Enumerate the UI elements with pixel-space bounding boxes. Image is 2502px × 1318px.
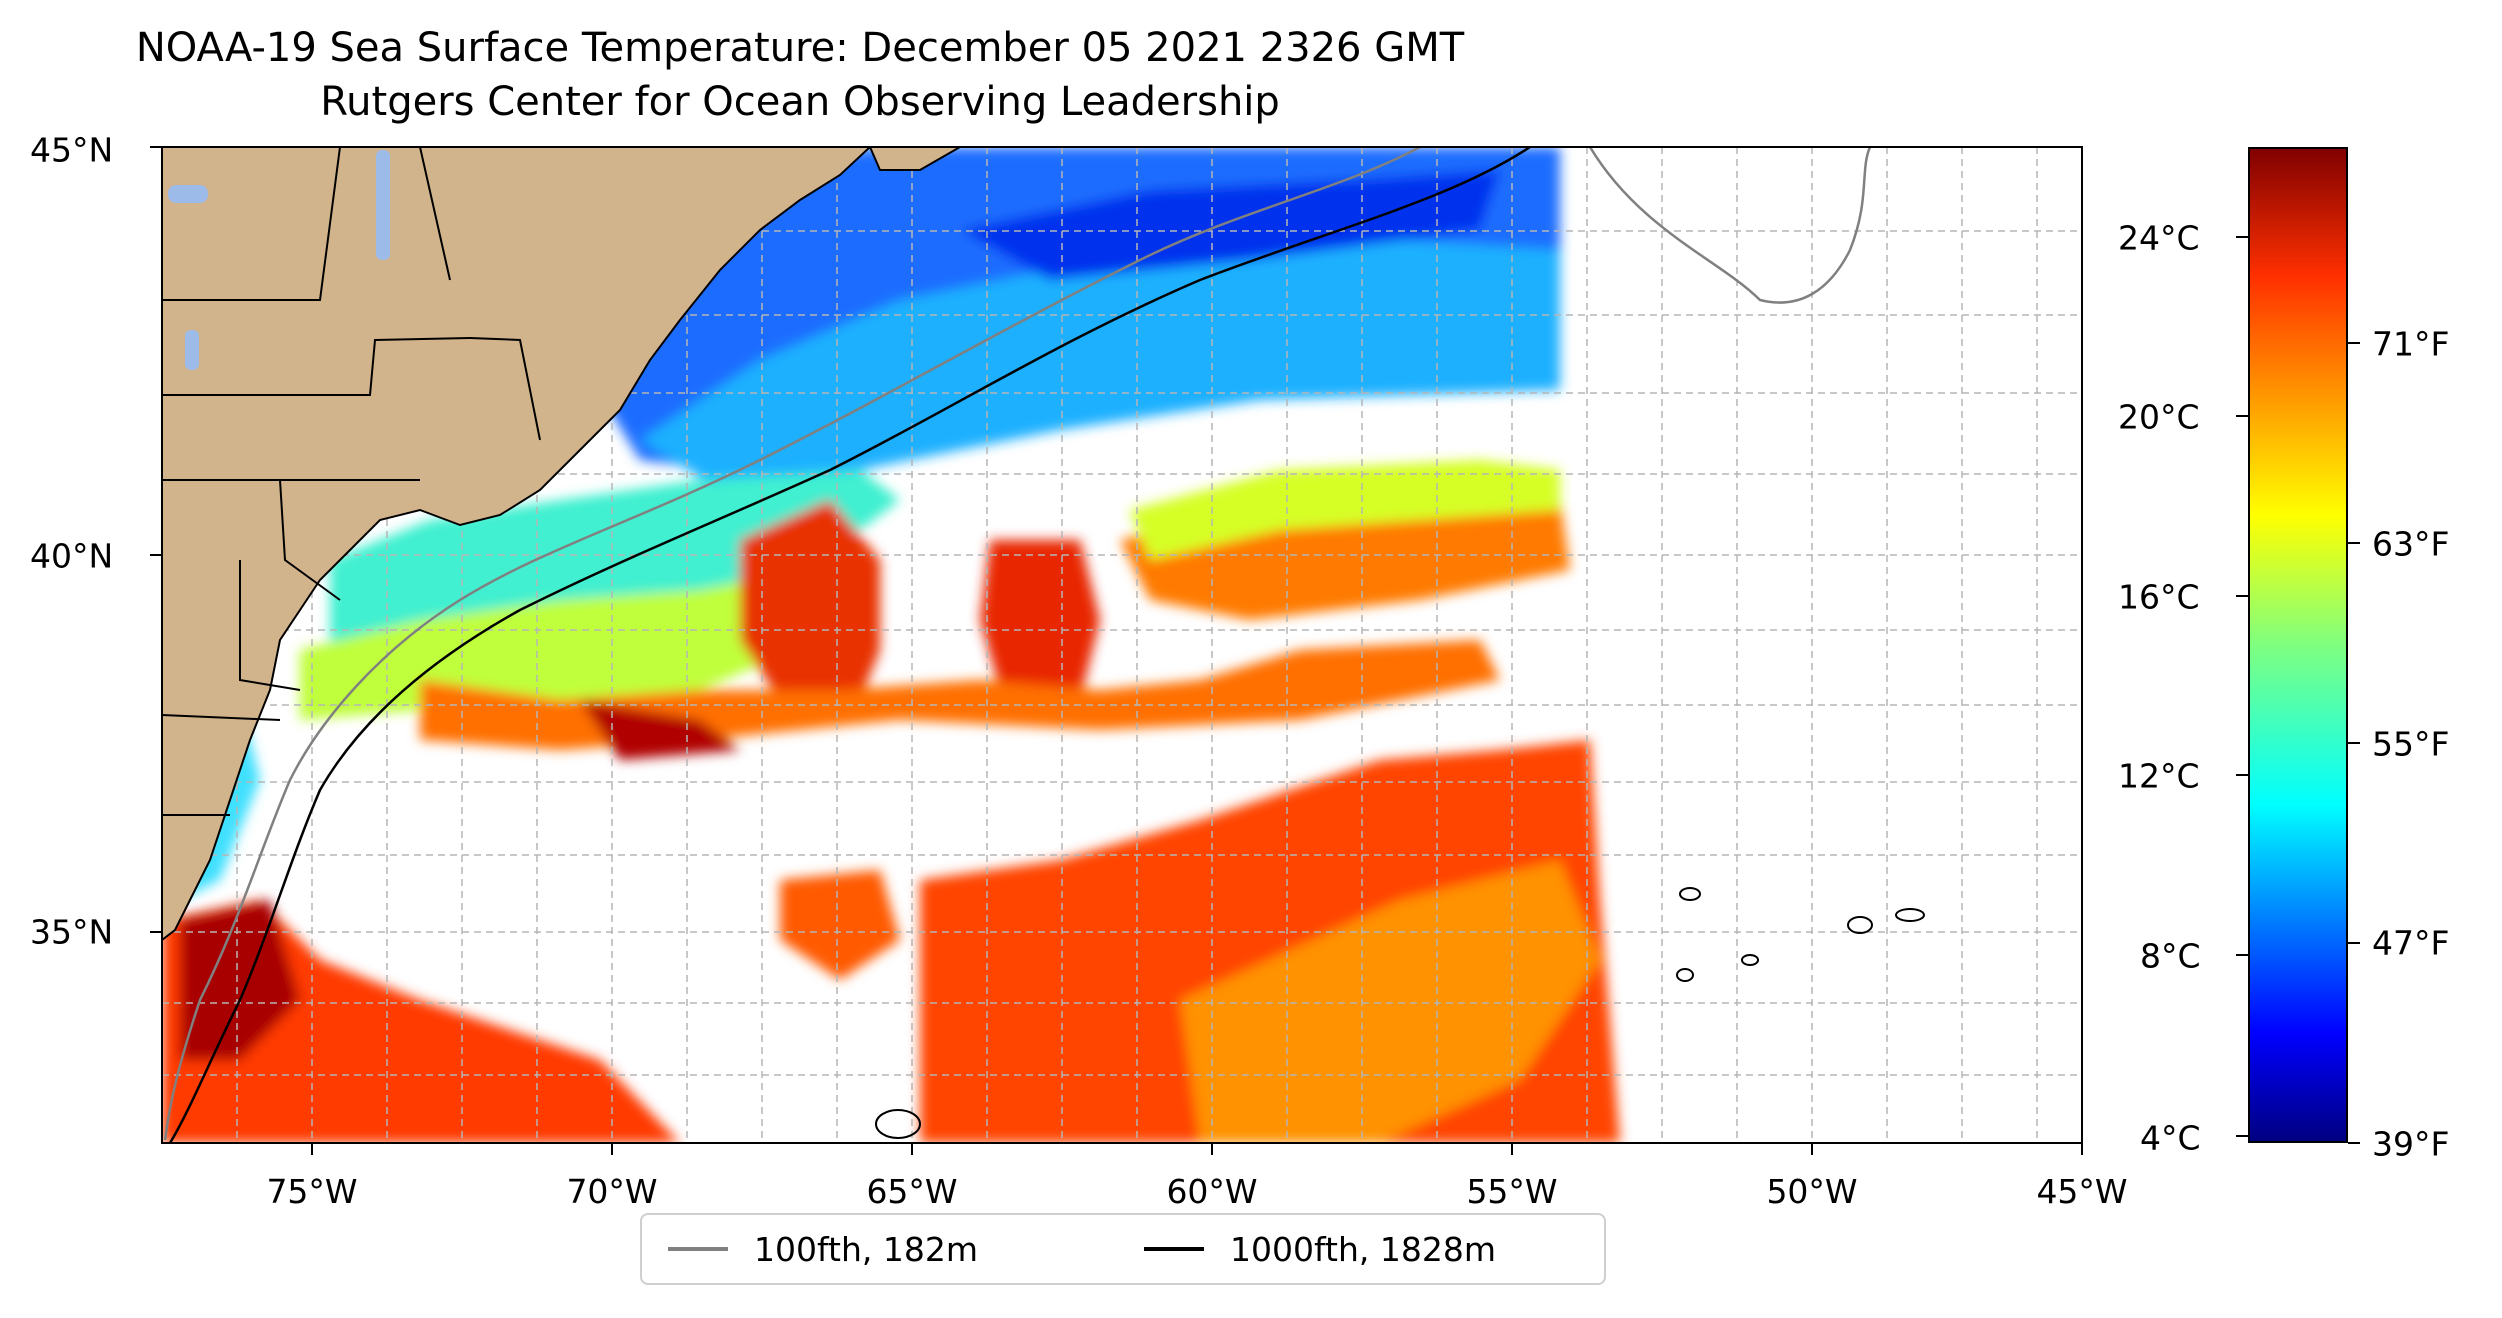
- colorbar: [2248, 147, 2348, 1143]
- state-borders: [162, 147, 541, 816]
- colorbar-fahrenheit-label: 71°F: [2372, 324, 2450, 364]
- colorbar-gradient: [2248, 147, 2348, 1143]
- x-tick-label: 55°W: [1466, 1172, 1558, 1211]
- legend: 100fth, 182m 1000fth, 1828m: [640, 1213, 1606, 1285]
- y-tick-label: 40°N: [30, 536, 114, 576]
- y-tick-label: 45°N: [30, 130, 114, 170]
- colorbar-celsius-label: 4°C: [2140, 1118, 2201, 1158]
- legend-label: 1000fth, 1828m: [1230, 1229, 1496, 1269]
- legend-label: 100fth, 182m: [754, 1229, 978, 1269]
- seamounts: [875, 887, 1925, 1139]
- lakes: [168, 150, 390, 370]
- chart-subtitle: Rutgers Center for Ocean Observing Leade…: [320, 79, 1280, 125]
- colorbar-fahrenheit-label: 63°F: [2372, 524, 2450, 564]
- legend-item: 1000fth, 1828m: [1144, 1215, 1496, 1283]
- x-tick-label: 70°W: [566, 1172, 658, 1211]
- sst-field: [162, 147, 1620, 1143]
- nova-scotia-land: [868, 147, 963, 171]
- colorbar-celsius-label: 16°C: [2118, 577, 2200, 617]
- colorbar-ticks: [2236, 236, 2360, 1144]
- contour-100fth: [163, 147, 1872, 1141]
- axis-ticks: [150, 146, 2083, 1155]
- chart-title: NOAA-19 Sea Surface Temperature: Decembe…: [135, 25, 1465, 71]
- x-tick-label: 60°W: [1166, 1172, 1258, 1211]
- colorbar-fahrenheit-label: 47°F: [2372, 923, 2450, 963]
- x-tick-label: 65°W: [866, 1172, 958, 1211]
- legend-swatch-black: [1144, 1247, 1204, 1251]
- colorbar-fahrenheit-label: 39°F: [2372, 1124, 2450, 1164]
- contour-1000fth: [168, 147, 1531, 1143]
- x-tick-label: 45°W: [2036, 1172, 2128, 1211]
- y-tick-label: 35°N: [30, 912, 114, 952]
- legend-item: 100fth, 182m: [668, 1215, 978, 1283]
- colorbar-celsius-label: 20°C: [2118, 397, 2200, 437]
- colorbar-celsius-label: 24°C: [2118, 218, 2200, 258]
- x-tick-label: 50°W: [1766, 1172, 1858, 1211]
- colorbar-fahrenheit-label: 55°F: [2372, 724, 2450, 764]
- colorbar-celsius-label: 8°C: [2140, 936, 2201, 976]
- x-tick-label: 75°W: [266, 1172, 358, 1211]
- colorbar-celsius-label: 12°C: [2118, 756, 2200, 796]
- legend-swatch-gray: [668, 1247, 728, 1251]
- land-mass: [162, 147, 872, 942]
- map-frame: [161, 146, 2083, 1144]
- gridlines: [162, 147, 2082, 1143]
